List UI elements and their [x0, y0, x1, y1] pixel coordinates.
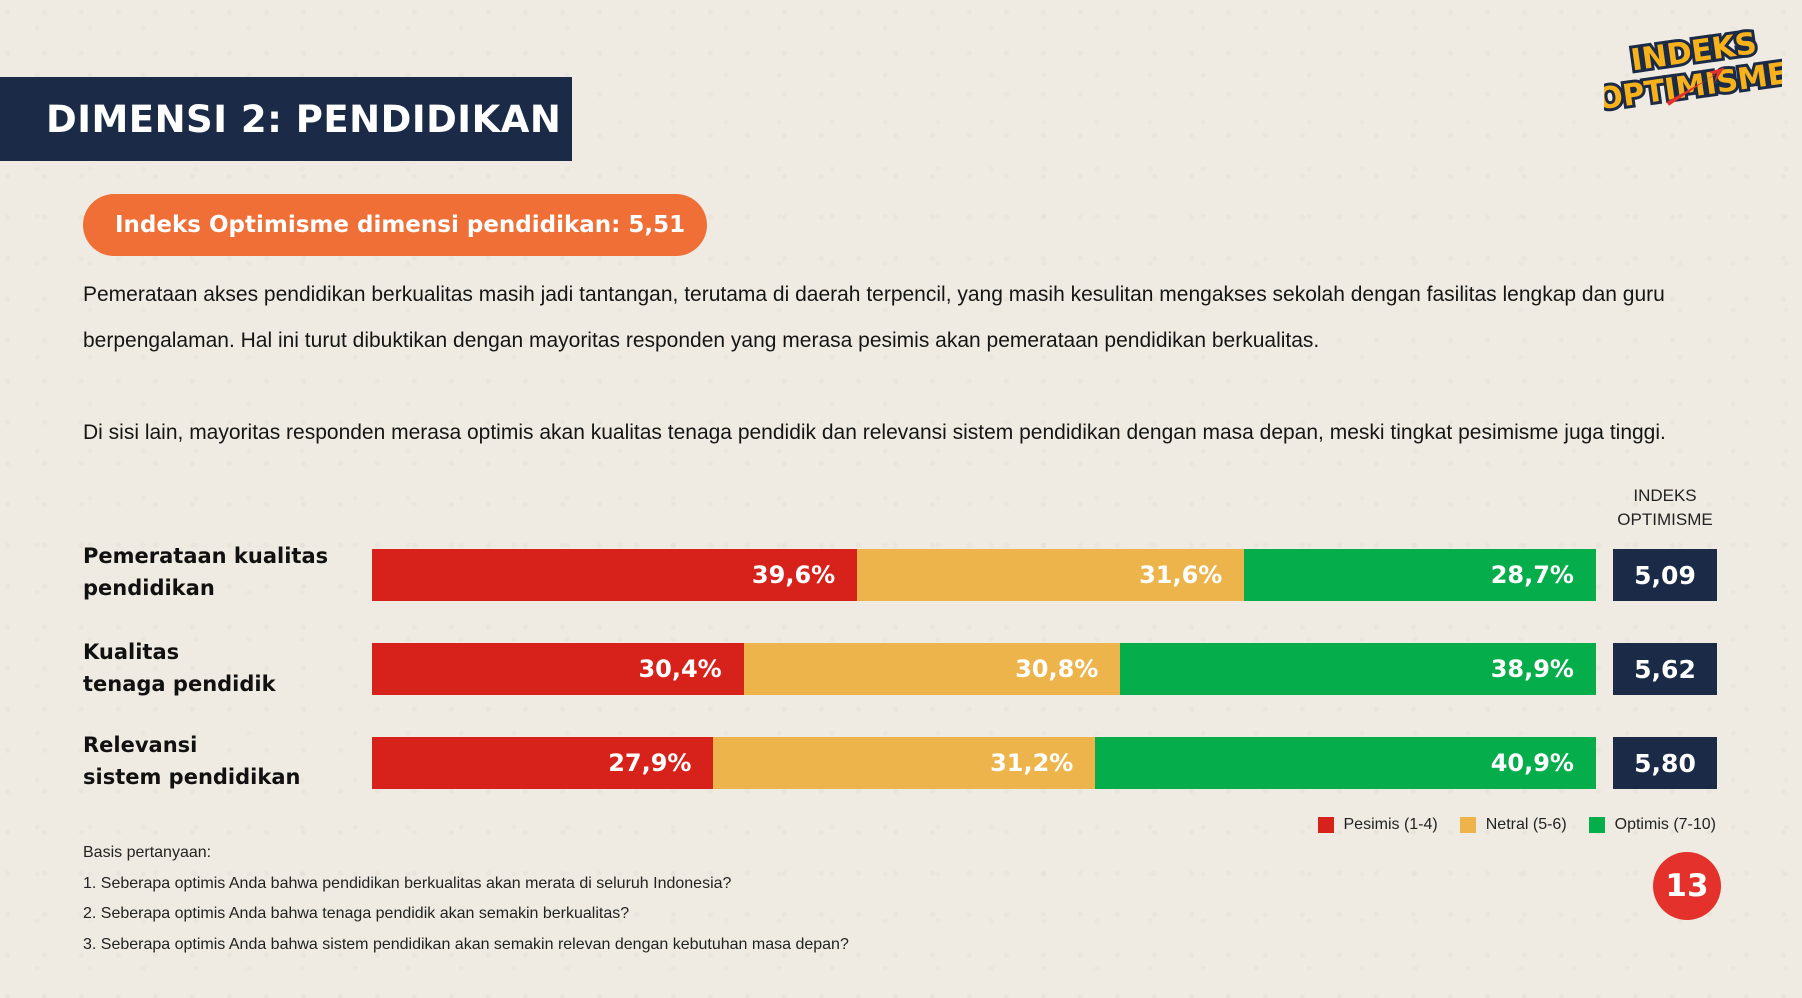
data-label: 30,8% [1015, 655, 1099, 683]
data-label: 31,6% [1139, 561, 1223, 589]
page-number-badge: 13 [1653, 852, 1721, 920]
index-value: 5,09 [1634, 560, 1696, 590]
question-basis: Basis pertanyaan: 1. Seberapa optimis An… [83, 838, 849, 960]
bar-segment: 38,9% [1120, 643, 1596, 695]
bar-segment: 40,9% [1095, 737, 1596, 789]
stacked-bar: 27,9% 31,2% 40,9% [372, 737, 1596, 789]
index-value-box: 5,09 [1613, 549, 1717, 601]
category-label-line: Kualitas [83, 640, 180, 664]
legend-label-optimis: Optimis (7-10) [1614, 816, 1716, 833]
dimension-index-text: Indeks Optimisme dimensi pendidikan: 5,5… [115, 212, 686, 238]
category-label-line: pendidikan [83, 576, 215, 600]
bar-segment: 30,4% [372, 643, 744, 695]
dimension-index-pill: Indeks Optimisme dimensi pendidikan: 5,5… [83, 194, 707, 256]
index-column-header: INDEKS OPTIMISME [1598, 484, 1732, 532]
bar-segment: 31,2% [713, 737, 1096, 789]
index-value-box: 5,80 [1613, 737, 1717, 789]
legend-item-pesimis: Pesimis (1-4) [1317, 816, 1438, 834]
data-label: 40,9% [1490, 749, 1574, 777]
chart-legend: Pesimis (1-4) Netral (5-6) Optimis (7-10… [1317, 816, 1716, 834]
category-label: Kualitas tenaga pendidik [83, 636, 276, 700]
bar-segment: 27,9% [372, 737, 714, 789]
legend-label-netral: Netral (5-6) [1485, 816, 1567, 833]
page-number: 13 [1665, 868, 1709, 904]
legend-label-pesimis: Pesimis (1-4) [1343, 816, 1438, 833]
paragraph-2: Di sisi lain, mayoritas responden merasa… [83, 421, 1666, 444]
basis-question-3: 3. Seberapa optimis Anda bahwa sistem pe… [83, 935, 849, 953]
index-value-box: 5,62 [1613, 643, 1717, 695]
category-label-line: Pemerataan kualitas [83, 544, 329, 568]
data-label: 31,2% [990, 749, 1074, 777]
data-label: 38,9% [1490, 655, 1574, 683]
bar-segment: 31,6% [857, 549, 1245, 601]
index-header-line2: OPTIMISME [1617, 510, 1713, 529]
index-value: 5,80 [1634, 748, 1696, 778]
bar-segment: 30,8% [743, 643, 1121, 695]
legend-swatch-pesimis [1317, 817, 1334, 833]
data-label: 30,4% [638, 655, 722, 683]
stacked-bar: 39,6% 31,6% 28,7% [372, 549, 1596, 601]
legend-item-netral: Netral (5-6) [1459, 816, 1567, 834]
category-label-line: sistem pendidikan [83, 765, 301, 789]
category-label-line: tenaga pendidik [83, 672, 276, 696]
category-label: Pemerataan kualitas pendidikan [83, 540, 328, 604]
bar-segment: 28,7% [1244, 549, 1596, 601]
index-header-line1: INDEKS [1633, 486, 1697, 505]
data-label: 28,7% [1490, 561, 1574, 589]
data-label: 39,6% [751, 561, 836, 589]
basis-question-2: 2. Seberapa optimis Anda bahwa tenaga pe… [83, 905, 630, 922]
page-title: DIMENSI 2: PENDIDIKAN [0, 77, 572, 161]
legend-swatch-optimis [1588, 817, 1605, 833]
basis-title: Basis pertanyaan: [83, 844, 212, 861]
legend-item-optimis: Optimis (7-10) [1588, 816, 1716, 834]
category-label: Relevansi sistem pendidikan [83, 729, 300, 793]
data-label: 27,9% [608, 749, 692, 777]
index-value: 5,62 [1634, 654, 1696, 684]
indeks-optimisme-logo: INDEKS OPTIMISME [1604, 23, 1782, 114]
basis-question-1: 1. Seberapa optimis Anda bahwa pendidika… [83, 874, 732, 892]
stacked-bar: 30,4% 30,8% 38,9% [372, 643, 1596, 695]
legend-swatch-netral [1459, 817, 1476, 833]
bar-segment: 39,6% [372, 549, 858, 601]
page-title-text: DIMENSI 2: PENDIDIKAN [46, 97, 562, 141]
paragraph-1: Pemerataan akses pendidikan berkualitas … [83, 283, 1665, 352]
category-label-line: Relevansi [83, 733, 198, 757]
